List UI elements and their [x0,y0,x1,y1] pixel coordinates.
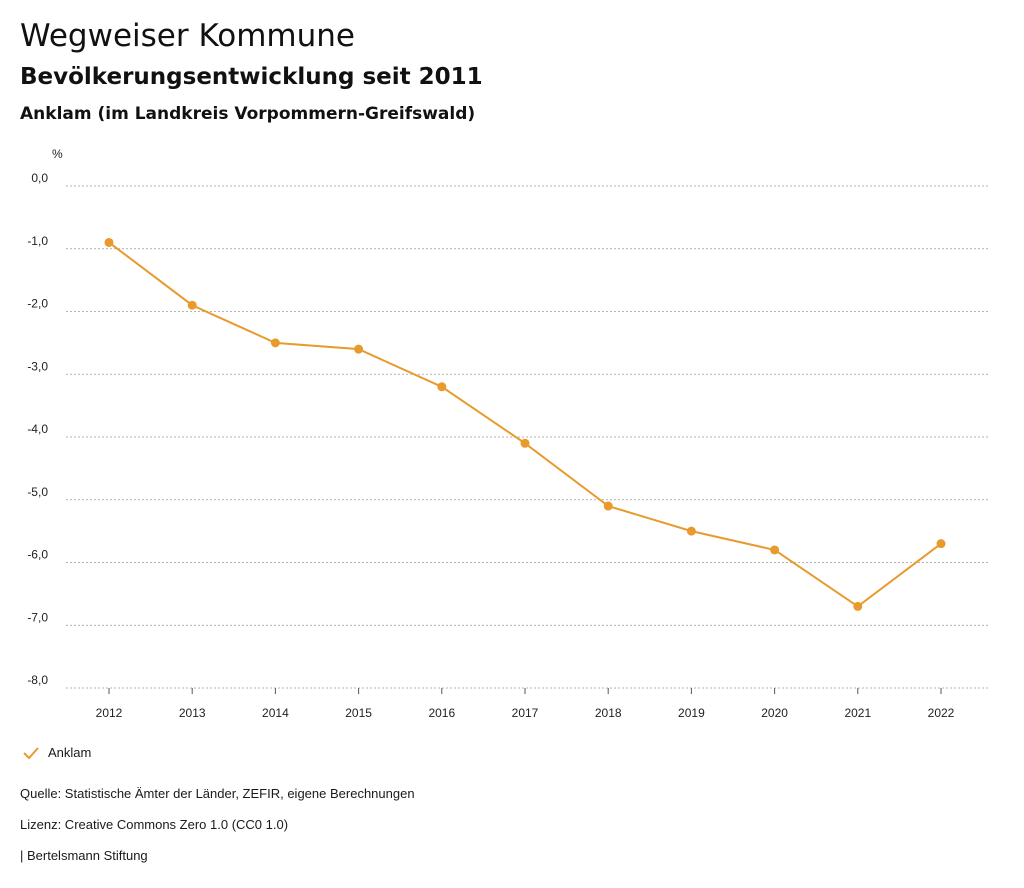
x-tick-label: 2017 [512,706,539,720]
y-tick-label: -4,0 [27,422,48,436]
legend-label-anklam: Anklam [48,745,92,760]
x-tick-label: 2018 [595,706,622,720]
legend-check-icon [23,746,39,759]
y-tick-label: -1,0 [27,234,48,248]
y-tick-label: -8,0 [27,673,48,687]
legend[interactable]: Anklam [22,745,91,760]
data-point[interactable] [354,344,364,354]
data-point[interactable] [853,601,863,611]
x-tick-label: 2015 [345,706,372,720]
y-tick-label: 0,0 [31,171,48,185]
line-chart: 0,0 -1,0 -2,0 -3,0 -4,0 -5,0 -6,0 -7,0 -8,0 2012… [27,147,990,720]
region-label: Anklam (im Landkreis Vorpommern-Greifswa… [20,104,476,124]
y-tick-label: -7,0 [27,610,48,624]
x-tick-label: 2019 [678,706,705,720]
data-point[interactable] [270,338,280,348]
y-tick-label: -3,0 [27,359,48,373]
publisher-note: | Bertelsmann Stiftung [20,848,148,863]
chart-subtitle: Bevölkerungsentwicklung seit 2011 [20,64,483,90]
x-tick-label: 2020 [761,706,788,720]
series-layer [104,237,946,611]
y-axis-label: % [52,147,63,161]
data-point[interactable] [437,382,447,392]
data-point[interactable] [520,438,530,448]
data-point[interactable] [603,501,613,511]
data-point[interactable] [770,545,780,555]
data-point[interactable] [187,300,197,310]
x-tick-label: 2021 [844,706,871,720]
x-tick-label: 2022 [928,706,955,720]
data-point[interactable] [936,539,946,549]
license-note: Lizenz: Creative Commons Zero 1.0 (CC0 1… [20,817,289,832]
x-tick-label: 2014 [262,706,289,720]
chart-title: Wegweiser Kommune [20,18,355,54]
data-point[interactable] [104,237,114,247]
y-tick-labels: 0,0 -1,0 -2,0 -3,0 -4,0 -5,0 -6,0 -7,0 -8,0 [27,171,48,687]
x-tick-label: 2012 [96,706,123,720]
data-point[interactable] [686,526,696,536]
grid-lines [66,185,990,689]
y-tick-label: -6,0 [27,548,48,562]
x-tick-label: 2013 [179,706,206,720]
source-note: Quelle: Statistische Ämter der Länder, Z… [20,786,415,801]
x-tick-label: 2016 [428,706,455,720]
series-line-anklam [108,241,942,608]
y-tick-label: -5,0 [27,485,48,499]
x-tick-labels: 2012 2013 2014 2015 2016 2017 2018 2019 2020 2021… [96,688,955,720]
y-tick-label: -2,0 [27,297,48,311]
